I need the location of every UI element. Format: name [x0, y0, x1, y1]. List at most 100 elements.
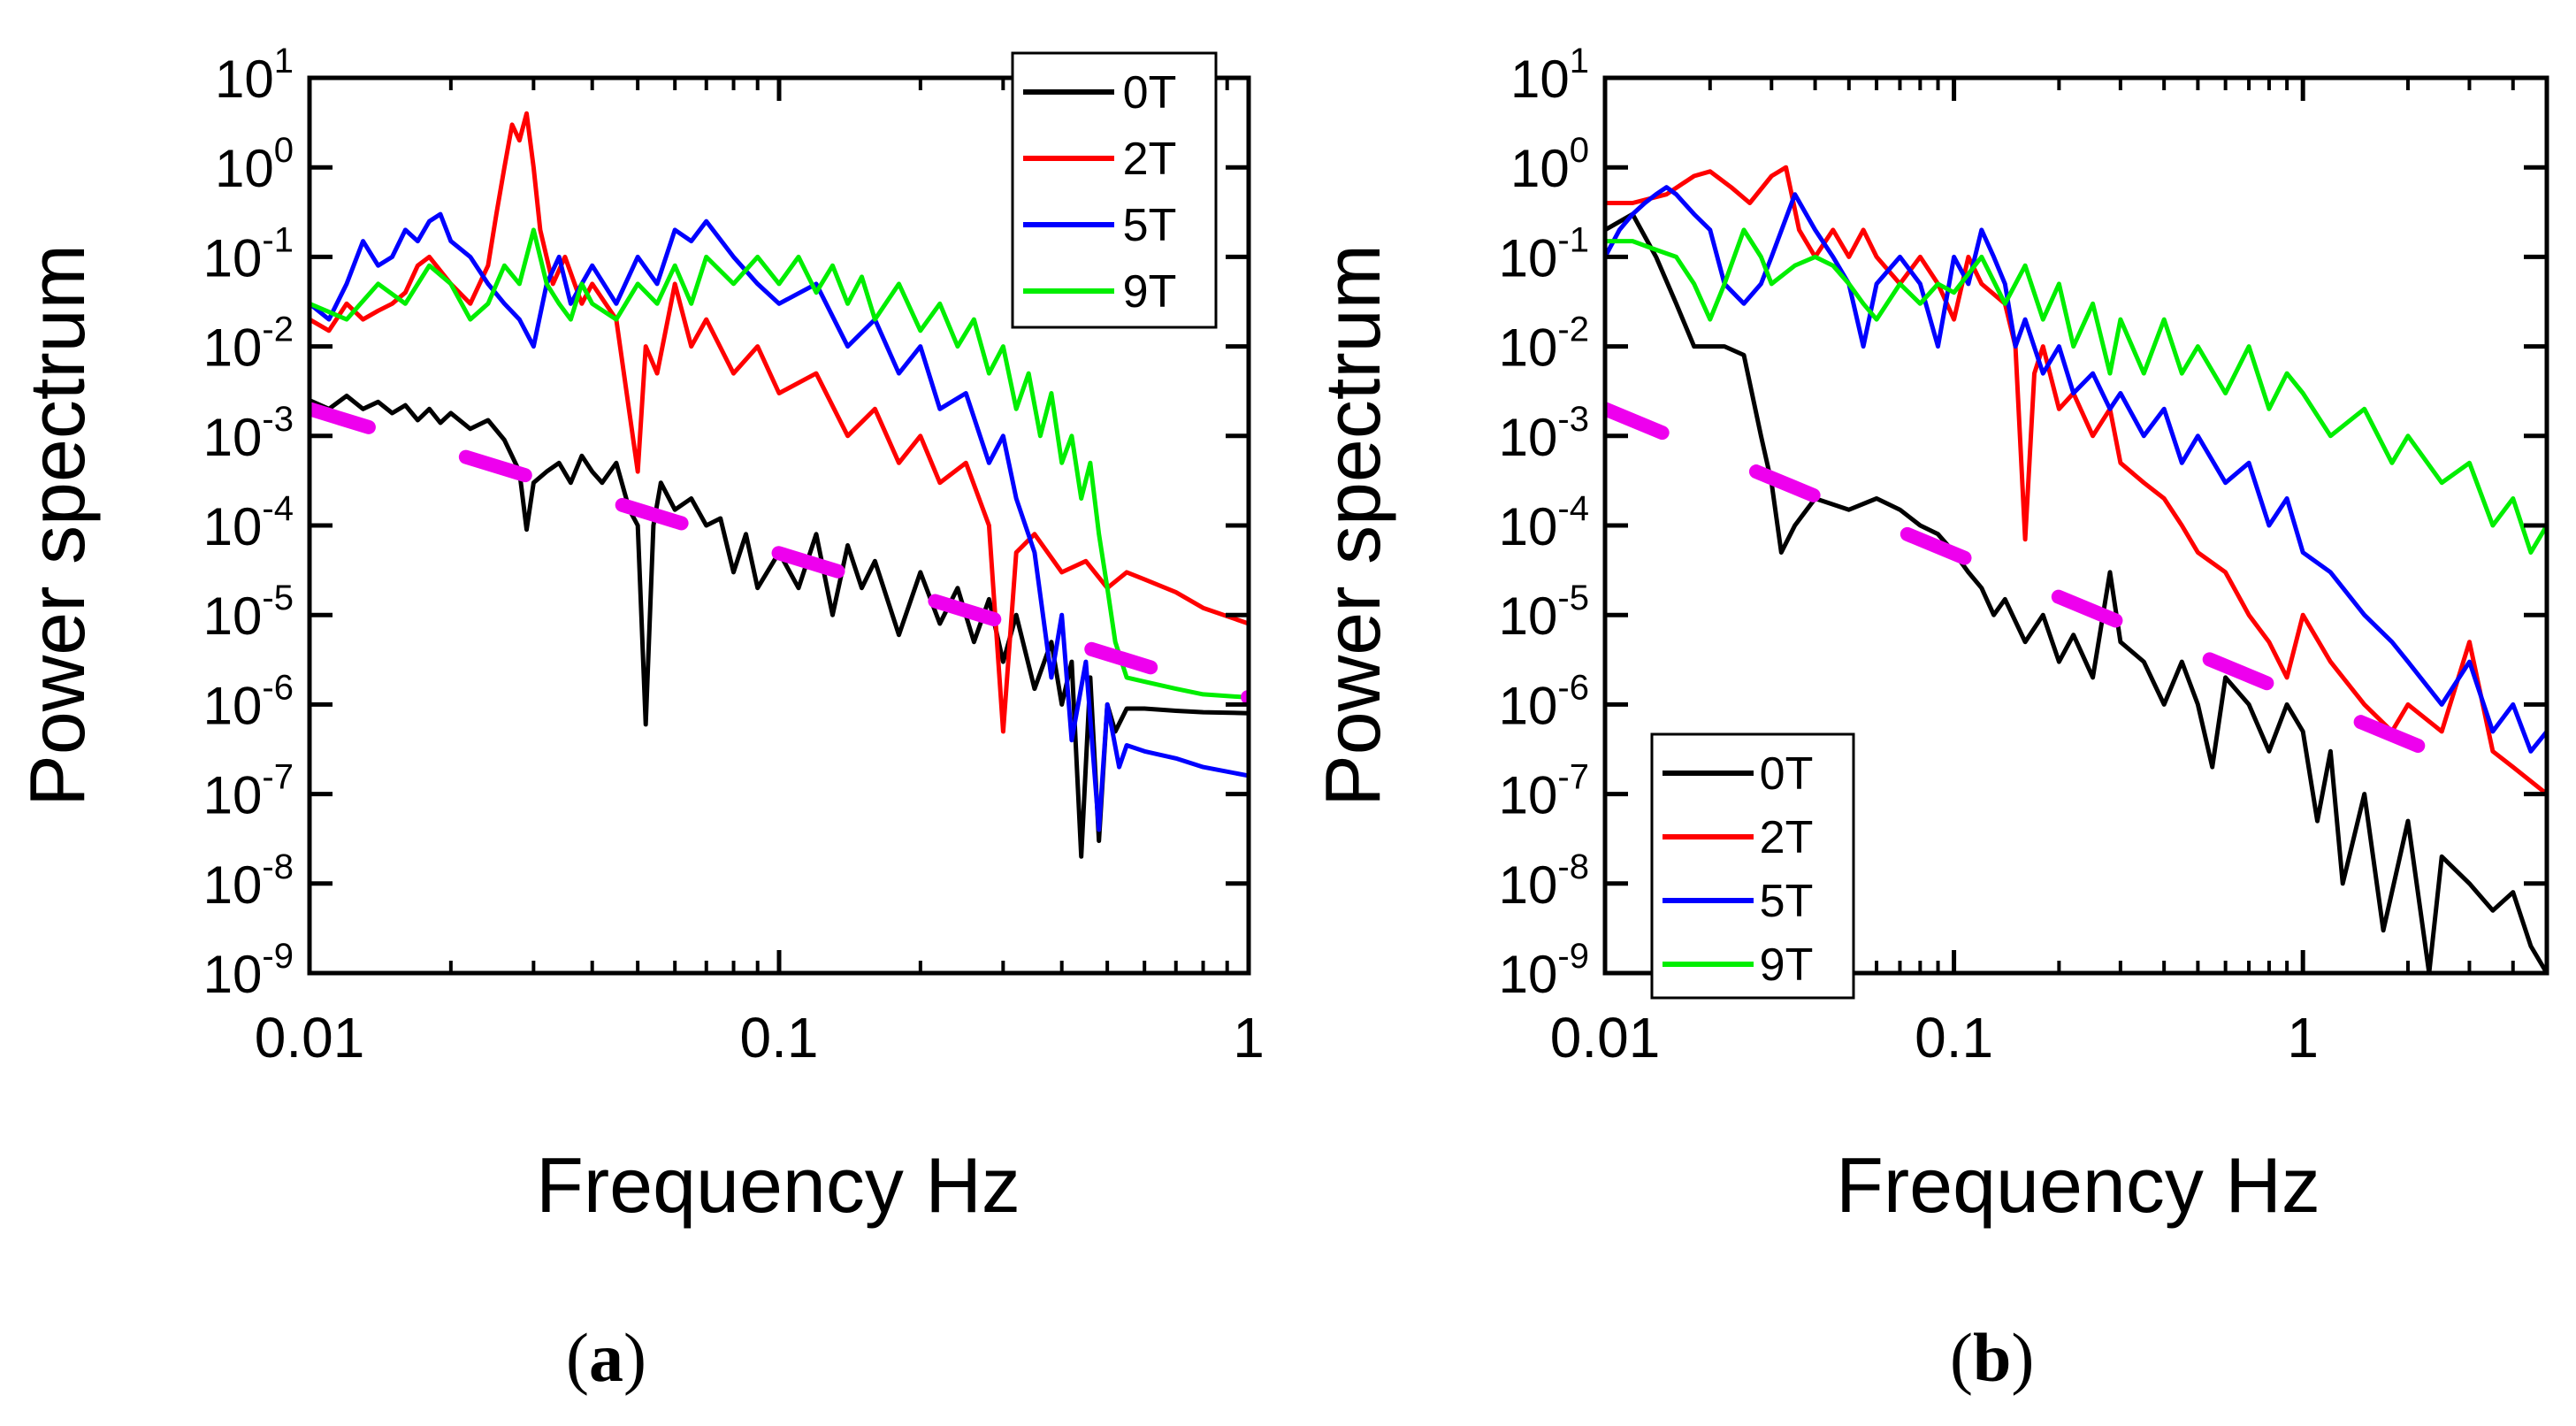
legend-label-0T: 0T — [1123, 67, 1177, 119]
y-tick-exponent: -4 — [262, 489, 294, 528]
y-tick-exponent: -5 — [262, 579, 294, 617]
series-fit-line — [1605, 402, 2477, 775]
y-tick-exponent: 0 — [1570, 131, 1589, 170]
y-tick-label: 10-6 — [203, 668, 294, 735]
y-tick-exponent: -6 — [262, 668, 294, 707]
y-tick-label: 10-7 — [1499, 758, 1589, 825]
y-tick-base: 10 — [215, 50, 274, 109]
panel-label-b-letter: b — [1972, 1319, 2012, 1396]
series-5T-line — [1605, 185, 2547, 754]
y-tick-label: 10-1 — [203, 220, 294, 288]
y-tick-base: 10 — [203, 228, 263, 288]
y-tick-base: 10 — [1499, 497, 1558, 556]
y-tick-base: 10 — [203, 945, 263, 1004]
y-tick-exponent: 1 — [1570, 42, 1589, 80]
y-tick-base: 10 — [203, 408, 263, 467]
legend-label-9T: 9T — [1123, 266, 1177, 318]
y-tick-label: 10-6 — [1499, 668, 1589, 735]
y-tick-exponent: -9 — [1557, 937, 1589, 976]
series-0T-line — [310, 394, 1249, 859]
y-tick-exponent: 0 — [274, 131, 294, 170]
y-tick-label: 101 — [215, 42, 294, 109]
y-tick-exponent: -1 — [1557, 220, 1589, 259]
chart-panel-a: 0.01 0.1 110110010-110-210-310-410-510-610… — [13, 42, 1265, 1229]
y-axis-label: Power spectrum — [13, 244, 101, 807]
y-tick-label: 10-8 — [1499, 847, 1589, 915]
y-tick-label: 100 — [1510, 131, 1589, 198]
y-tick-label: 10-4 — [203, 489, 294, 556]
series-9T-line — [310, 227, 1249, 700]
y-tick-base: 10 — [203, 318, 263, 378]
y-tick-exponent: -9 — [262, 937, 294, 976]
y-tick-label: 10-5 — [1499, 579, 1589, 646]
y-tick-exponent: -6 — [1557, 668, 1589, 707]
legend-label-9T: 9T — [1760, 939, 1814, 991]
y-tick-base: 10 — [1510, 139, 1570, 198]
legend-label-0T: 0T — [1760, 748, 1814, 800]
y-tick-base: 10 — [203, 766, 263, 825]
series-group — [1605, 165, 2547, 973]
y-tick-exponent: -2 — [262, 310, 294, 349]
y-tick-label: 10-3 — [203, 400, 294, 467]
series-fit-line — [310, 402, 1249, 705]
x-tick-label: 0.1 — [1915, 1006, 1993, 1070]
x-tick-label: 1 — [1233, 1006, 1265, 1070]
legend-box — [1011, 51, 1218, 329]
legend: 0T 2T 5T 9T — [1650, 732, 1855, 1000]
y-tick-label: 10-4 — [1499, 489, 1589, 556]
y-tick-base: 10 — [1499, 855, 1558, 915]
y-tick-label: 101 — [1510, 42, 1589, 109]
y-tick-exponent: -2 — [1557, 310, 1589, 349]
y-tick-base: 10 — [1499, 228, 1558, 288]
series-0T-line — [1605, 211, 2547, 973]
panel-label-a-letter: a — [588, 1319, 623, 1396]
y-tick-base: 10 — [1499, 766, 1558, 825]
x-axis-label: Frequency Hz — [1836, 1141, 2320, 1229]
x-tick-label: 0.1 — [740, 1006, 819, 1070]
y-tick-base: 10 — [203, 586, 263, 646]
series-5T-line — [310, 211, 1249, 832]
y-tick-exponent: -4 — [1557, 489, 1589, 528]
legend-label-2T: 2T — [1760, 812, 1814, 863]
x-axis-label: Frequency Hz — [536, 1141, 1020, 1229]
y-tick-label: 10-3 — [1499, 400, 1589, 467]
panel-label-a: (a) — [566, 1319, 646, 1396]
y-tick-base: 10 — [1499, 586, 1558, 646]
y-tick-base: 10 — [1510, 50, 1570, 109]
y-tick-exponent: 1 — [274, 42, 294, 80]
y-tick-base: 10 — [203, 855, 263, 915]
y-tick-base: 10 — [203, 497, 263, 556]
x-tick-label: 1 — [2287, 1006, 2319, 1070]
y-tick-base: 10 — [215, 139, 274, 198]
legend-label-5T: 5T — [1760, 876, 1814, 927]
y-tick-label: 10-9 — [203, 937, 294, 1004]
legend-label-5T: 5T — [1123, 200, 1177, 251]
y-tick-base: 10 — [1499, 676, 1558, 735]
series-2T-line — [310, 111, 1249, 734]
y-tick-label: 10-2 — [1499, 310, 1589, 378]
y-tick-exponent: -7 — [1557, 758, 1589, 797]
y-axis-label: Power spectrum — [1309, 244, 1396, 807]
series-9T-line — [1605, 227, 2547, 555]
series-group — [310, 111, 1249, 859]
y-tick-exponent: -3 — [1557, 400, 1589, 439]
y-tick-exponent: -5 — [1557, 579, 1589, 617]
panel-label-b: (b) — [1950, 1319, 2035, 1396]
legend-label-2T: 2T — [1123, 134, 1177, 185]
x-tick-label: 0.01 — [255, 1006, 365, 1070]
y-tick-exponent: -8 — [262, 847, 294, 886]
y-tick-exponent: -3 — [262, 400, 294, 439]
y-tick-exponent: -1 — [262, 220, 294, 259]
y-tick-label: 10-7 — [203, 758, 294, 825]
y-tick-label: 10-9 — [1499, 937, 1589, 1004]
y-tick-label: 10-8 — [203, 847, 294, 915]
y-tick-base: 10 — [1499, 945, 1558, 1004]
y-tick-label: 10-1 — [1499, 220, 1589, 288]
series-2T-line — [1605, 165, 2547, 796]
y-tick-exponent: -7 — [262, 758, 294, 797]
y-tick-base: 10 — [203, 676, 263, 735]
legend: 0T 2T 5T 9T — [1011, 51, 1218, 329]
chart-panel-b: 0.01 0.1 110110010-110-210-310-410-510-610… — [1309, 42, 2549, 1229]
y-tick-exponent: -8 — [1557, 847, 1589, 886]
